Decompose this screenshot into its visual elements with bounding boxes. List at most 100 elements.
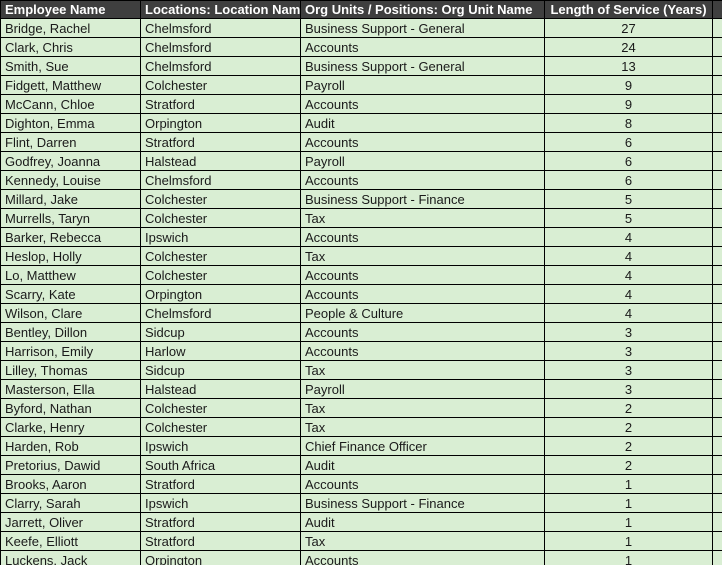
org-unit-cell[interactable]: Accounts: [300, 341, 545, 361]
location-cell[interactable]: Halstead: [140, 379, 301, 399]
employee-name-cell[interactable]: Murrells, Taryn: [0, 208, 141, 228]
column-header-employee-name[interactable]: Employee Name: [0, 0, 141, 19]
location-cell[interactable]: Sidcup: [140, 360, 301, 380]
service-years-cell[interactable]: 1: [544, 512, 713, 532]
org-unit-cell[interactable]: Business Support - General: [300, 56, 545, 76]
employee-name-cell[interactable]: Clarke, Henry: [0, 417, 141, 437]
org-unit-cell[interactable]: Business Support - Finance: [300, 493, 545, 513]
location-cell[interactable]: Colchester: [140, 75, 301, 95]
employee-name-cell[interactable]: Clark, Chris: [0, 37, 141, 57]
location-cell[interactable]: Chelmsford: [140, 18, 301, 38]
service-years-cell[interactable]: 2: [544, 398, 713, 418]
location-cell[interactable]: Ipswich: [140, 436, 301, 456]
employee-name-cell[interactable]: Barker, Rebecca: [0, 227, 141, 247]
service-years-cell[interactable]: 4: [544, 303, 713, 323]
location-cell[interactable]: Stratford: [140, 512, 301, 532]
org-unit-cell[interactable]: Business Support - General: [300, 18, 545, 38]
org-unit-cell[interactable]: Audit: [300, 455, 545, 475]
employee-name-cell[interactable]: Bridge, Rachel: [0, 18, 141, 38]
location-cell[interactable]: Chelmsford: [140, 37, 301, 57]
service-years-cell[interactable]: 3: [544, 360, 713, 380]
location-cell[interactable]: Colchester: [140, 189, 301, 209]
service-years-cell[interactable]: 6: [544, 170, 713, 190]
org-unit-cell[interactable]: Accounts: [300, 170, 545, 190]
location-cell[interactable]: Colchester: [140, 265, 301, 285]
service-years-cell[interactable]: 6: [544, 151, 713, 171]
employee-name-cell[interactable]: Pretorius, Dawid: [0, 455, 141, 475]
service-years-cell[interactable]: 27: [544, 18, 713, 38]
location-cell[interactable]: Chelmsford: [140, 170, 301, 190]
org-unit-cell[interactable]: Accounts: [300, 94, 545, 114]
org-unit-cell[interactable]: Audit: [300, 512, 545, 532]
employee-name-cell[interactable]: Godfrey, Joanna: [0, 151, 141, 171]
org-unit-cell[interactable]: Tax: [300, 360, 545, 380]
location-cell[interactable]: Colchester: [140, 417, 301, 437]
service-years-cell[interactable]: 24: [544, 37, 713, 57]
service-years-cell[interactable]: 5: [544, 189, 713, 209]
employee-name-cell[interactable]: Lo, Matthew: [0, 265, 141, 285]
org-unit-cell[interactable]: Tax: [300, 208, 545, 228]
employee-name-cell[interactable]: Harrison, Emily: [0, 341, 141, 361]
employee-name-cell[interactable]: Clarry, Sarah: [0, 493, 141, 513]
employee-name-cell[interactable]: Scarry, Kate: [0, 284, 141, 304]
location-cell[interactable]: Chelmsford: [140, 56, 301, 76]
employee-name-cell[interactable]: Masterson, Ella: [0, 379, 141, 399]
location-cell[interactable]: Stratford: [140, 474, 301, 494]
employee-name-cell[interactable]: Lilley, Thomas: [0, 360, 141, 380]
service-years-cell[interactable]: 8: [544, 113, 713, 133]
location-cell[interactable]: Stratford: [140, 94, 301, 114]
org-unit-cell[interactable]: Tax: [300, 246, 545, 266]
location-cell[interactable]: Orpington: [140, 284, 301, 304]
location-cell[interactable]: Ipswich: [140, 227, 301, 247]
org-unit-cell[interactable]: Tax: [300, 417, 545, 437]
org-unit-cell[interactable]: Tax: [300, 531, 545, 551]
employee-name-cell[interactable]: McCann, Chloe: [0, 94, 141, 114]
org-unit-cell[interactable]: Accounts: [300, 322, 545, 342]
org-unit-cell[interactable]: Chief Finance Officer: [300, 436, 545, 456]
org-unit-cell[interactable]: People & Culture: [300, 303, 545, 323]
org-unit-cell[interactable]: Accounts: [300, 284, 545, 304]
org-unit-cell[interactable]: Accounts: [300, 132, 545, 152]
location-cell[interactable]: Colchester: [140, 246, 301, 266]
column-header-org-unit[interactable]: Org Units / Positions: Org Unit Name: [300, 0, 545, 19]
service-years-cell[interactable]: 13: [544, 56, 713, 76]
location-cell[interactable]: Colchester: [140, 208, 301, 228]
service-years-cell[interactable]: 4: [544, 227, 713, 247]
org-unit-cell[interactable]: Payroll: [300, 75, 545, 95]
org-unit-cell[interactable]: Accounts: [300, 550, 545, 565]
location-cell[interactable]: Chelmsford: [140, 303, 301, 323]
service-years-cell[interactable]: 1: [544, 531, 713, 551]
org-unit-cell[interactable]: Audit: [300, 113, 545, 133]
location-cell[interactable]: Ipswich: [140, 493, 301, 513]
employee-name-cell[interactable]: Byford, Nathan: [0, 398, 141, 418]
employee-name-cell[interactable]: Luckens, Jack: [0, 550, 141, 565]
org-unit-cell[interactable]: Tax: [300, 398, 545, 418]
employee-name-cell[interactable]: Brooks, Aaron: [0, 474, 141, 494]
location-cell[interactable]: Stratford: [140, 132, 301, 152]
service-years-cell[interactable]: 1: [544, 493, 713, 513]
org-unit-cell[interactable]: Payroll: [300, 379, 545, 399]
employee-name-cell[interactable]: Heslop, Holly: [0, 246, 141, 266]
location-cell[interactable]: Halstead: [140, 151, 301, 171]
service-years-cell[interactable]: 4: [544, 284, 713, 304]
service-years-cell[interactable]: 6: [544, 132, 713, 152]
location-cell[interactable]: Orpington: [140, 550, 301, 565]
service-years-cell[interactable]: 4: [544, 246, 713, 266]
location-cell[interactable]: South Africa: [140, 455, 301, 475]
employee-name-cell[interactable]: Millard, Jake: [0, 189, 141, 209]
employee-name-cell[interactable]: Bentley, Dillon: [0, 322, 141, 342]
location-cell[interactable]: Colchester: [140, 398, 301, 418]
employee-name-cell[interactable]: Flint, Darren: [0, 132, 141, 152]
service-years-cell[interactable]: 2: [544, 436, 713, 456]
org-unit-cell[interactable]: Accounts: [300, 37, 545, 57]
location-cell[interactable]: Orpington: [140, 113, 301, 133]
service-years-cell[interactable]: 9: [544, 75, 713, 95]
employee-name-cell[interactable]: Dighton, Emma: [0, 113, 141, 133]
service-years-cell[interactable]: 3: [544, 379, 713, 399]
org-unit-cell[interactable]: Accounts: [300, 474, 545, 494]
employee-name-cell[interactable]: Keefe, Elliott: [0, 531, 141, 551]
location-cell[interactable]: Harlow: [140, 341, 301, 361]
column-header-length-of-service[interactable]: Length of Service (Years): [544, 0, 713, 19]
service-years-cell[interactable]: 1: [544, 474, 713, 494]
service-years-cell[interactable]: 4: [544, 265, 713, 285]
